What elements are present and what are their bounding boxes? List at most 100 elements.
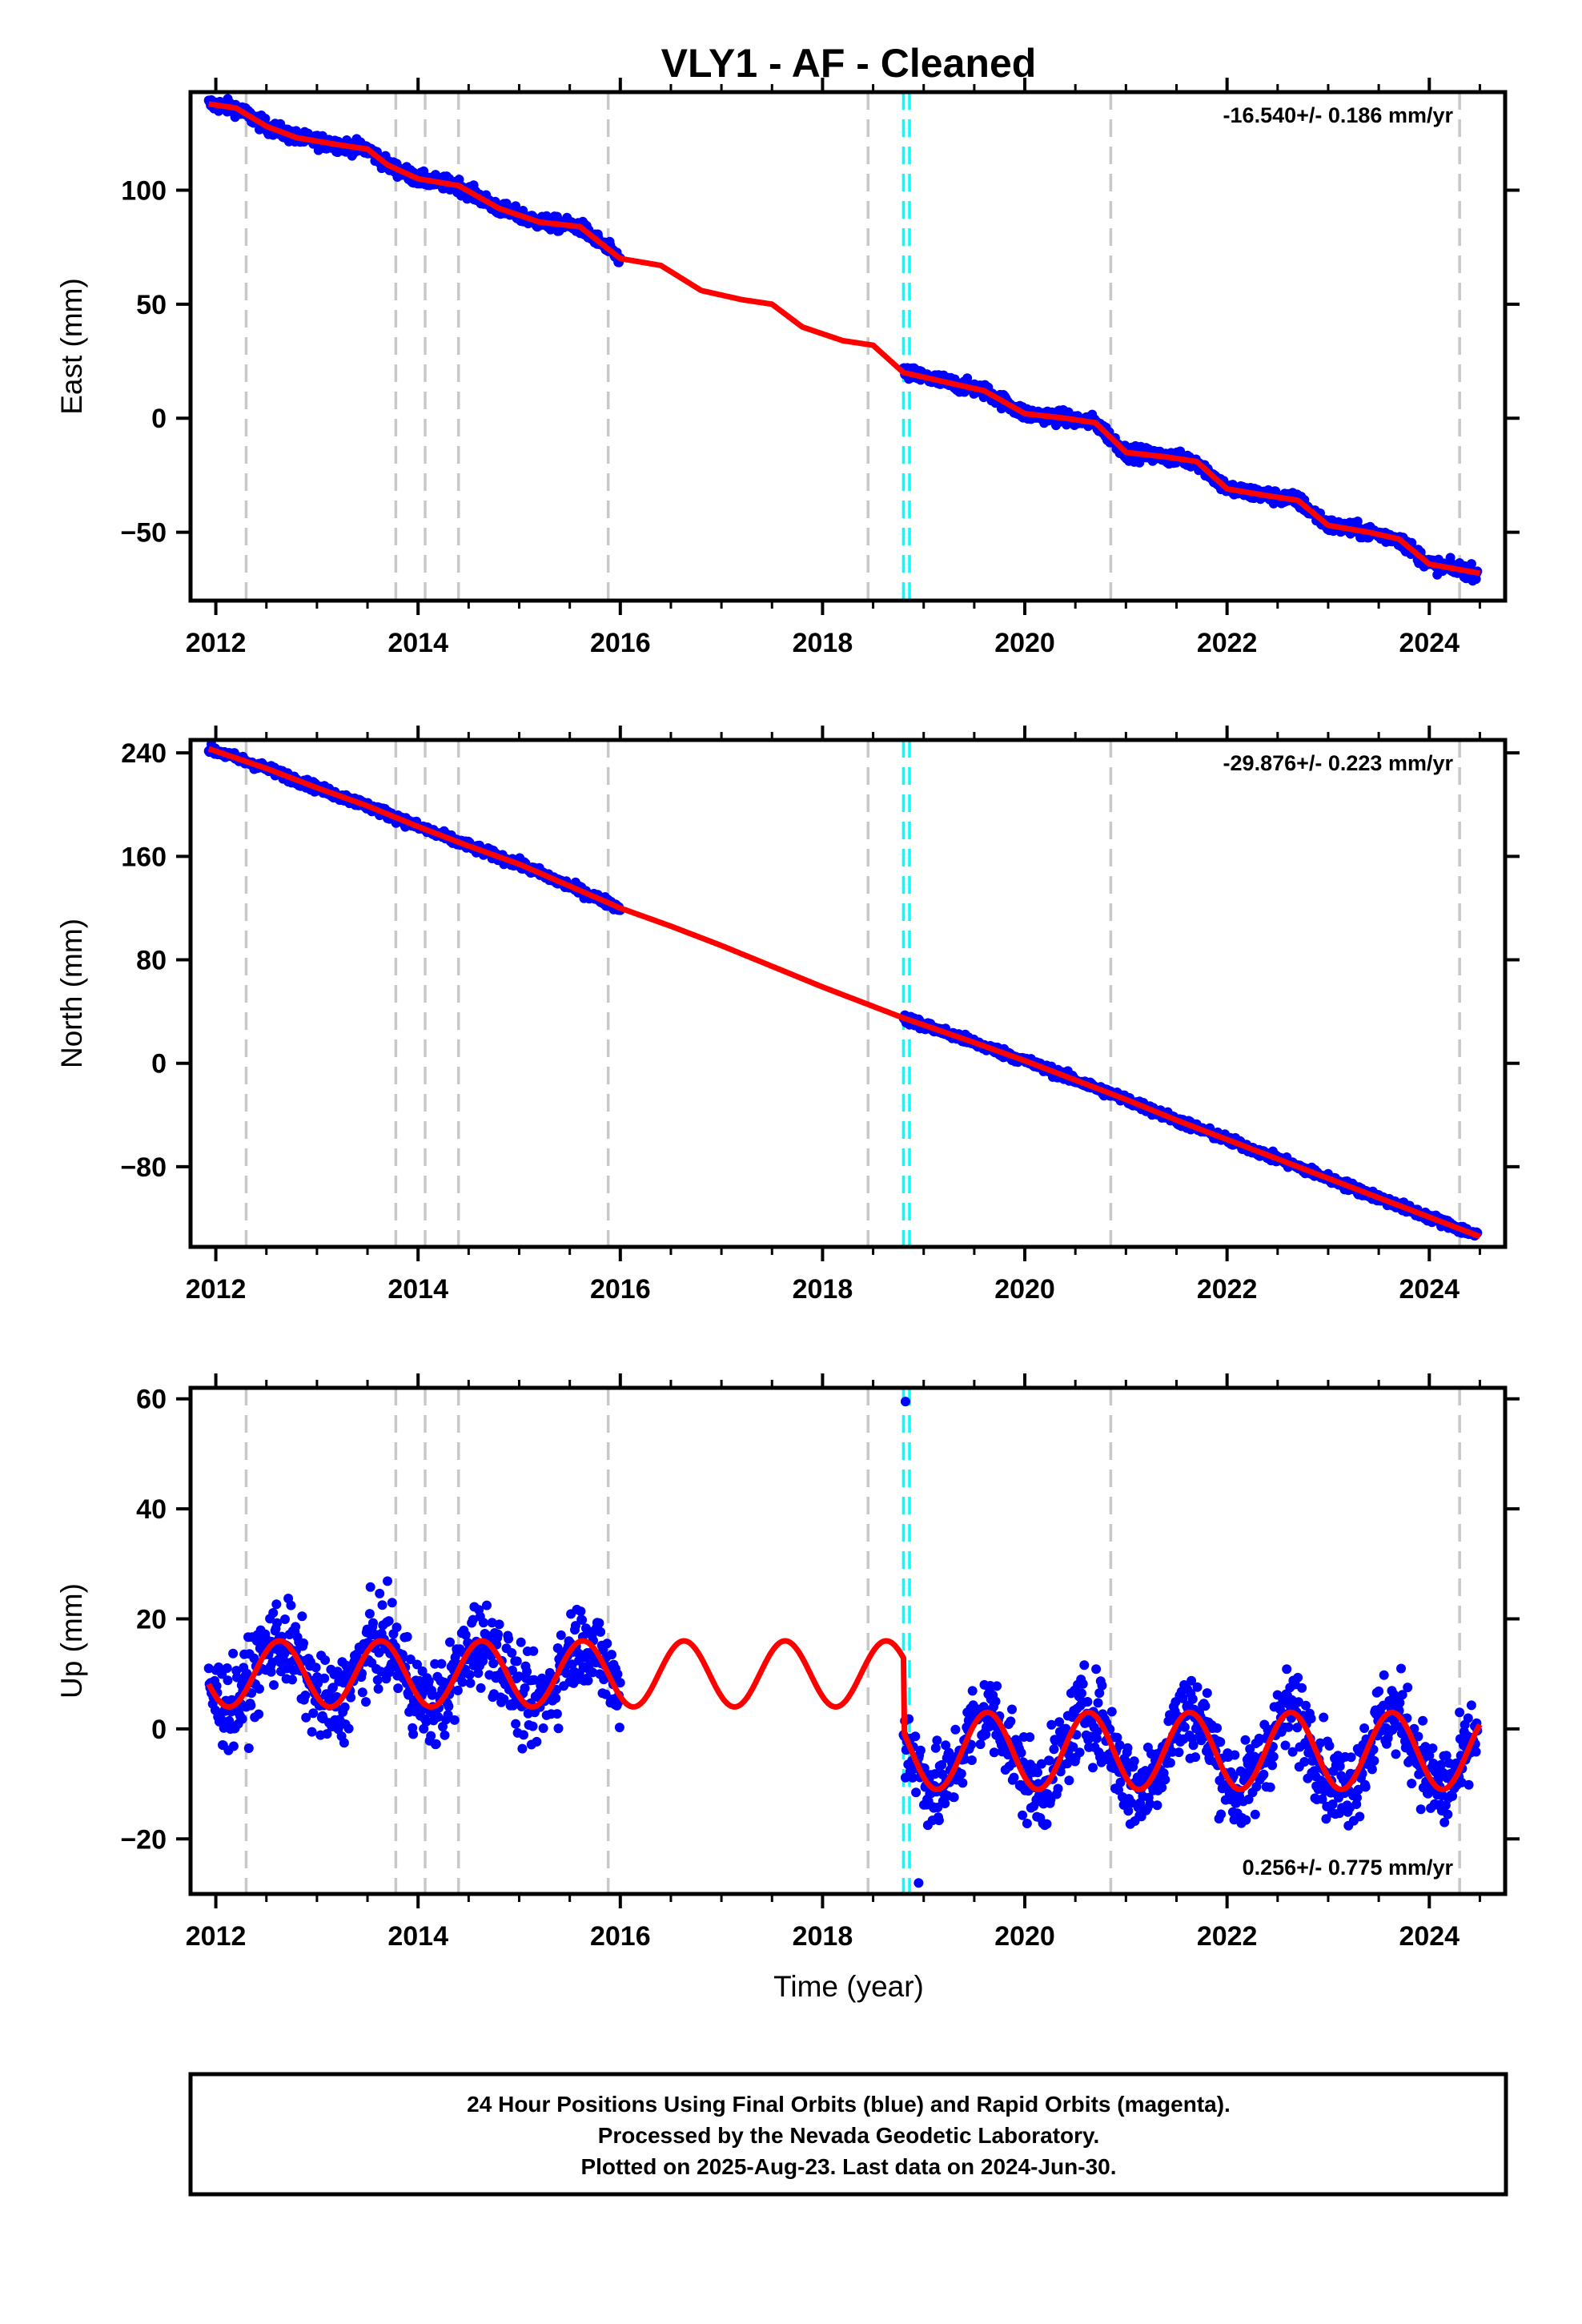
data-point (377, 1600, 387, 1610)
data-point (1369, 1755, 1379, 1766)
data-point (516, 1637, 526, 1647)
data-point (1064, 1775, 1074, 1786)
data-point (1097, 1680, 1107, 1691)
data-point (476, 1683, 486, 1693)
data-point (361, 1697, 371, 1707)
data-point (1407, 1779, 1417, 1789)
data-point (357, 1687, 367, 1698)
data-point (1359, 1723, 1370, 1733)
data-point (383, 1616, 394, 1626)
data-point (975, 1739, 986, 1750)
data-point (1091, 1664, 1102, 1675)
data-point (958, 1778, 968, 1788)
data-point (612, 1669, 623, 1679)
data-point (444, 1701, 454, 1711)
data-point (538, 1723, 548, 1733)
data-point (1212, 1723, 1223, 1733)
data-point (426, 1731, 436, 1741)
data-point (517, 1743, 528, 1754)
model-line (207, 101, 1482, 577)
data-point (1200, 1701, 1211, 1711)
data-point (436, 1659, 447, 1669)
x-tick-label: 2020 (994, 1274, 1055, 1305)
data-point (1165, 1758, 1175, 1768)
data-point (519, 1730, 528, 1740)
data-point (1346, 1752, 1356, 1763)
data-point (424, 1676, 434, 1687)
data-point (431, 1739, 441, 1749)
data-point (449, 1715, 460, 1725)
data-point (223, 1675, 233, 1686)
data-point (269, 1680, 279, 1691)
data-point (373, 1683, 383, 1694)
data-point (1415, 1804, 1426, 1815)
data-point (1280, 1740, 1291, 1751)
data-point (1215, 1737, 1226, 1747)
data-point (932, 1735, 942, 1746)
data-point (254, 1709, 264, 1719)
data-point (1319, 1712, 1329, 1723)
data-point (383, 1576, 392, 1586)
data-point (391, 1622, 402, 1633)
data-point (992, 1681, 1002, 1691)
x-tick-label: 2016 (590, 1921, 651, 1952)
data-point (1455, 1707, 1465, 1718)
y-axis-label: North (mm) (55, 919, 88, 1068)
data-point (1077, 1688, 1086, 1699)
x-tick-label: 2014 (387, 1921, 448, 1952)
data-point (1268, 1751, 1279, 1762)
data-point (1466, 559, 1476, 569)
data-point (375, 1588, 385, 1598)
data-point (339, 1738, 349, 1748)
y-tick-label: 0 (151, 1715, 167, 1745)
data-point (440, 1730, 450, 1740)
data-point (504, 1634, 514, 1644)
data-point (950, 1724, 961, 1735)
data-point (266, 1667, 276, 1677)
x-tick-label: 2018 (793, 1274, 853, 1305)
data-point (1265, 1782, 1275, 1792)
data-point (967, 1686, 978, 1696)
data-point (1355, 1811, 1365, 1822)
data-point (1191, 1752, 1201, 1763)
y-tick-label: 240 (121, 738, 167, 769)
data-point (402, 1631, 412, 1642)
data-point (246, 1700, 256, 1711)
data-point (1283, 1722, 1294, 1732)
data-point (1464, 1779, 1474, 1790)
data-point (408, 1729, 419, 1739)
x-tick-label: 2016 (590, 628, 651, 658)
data-point (577, 1614, 588, 1625)
x-tick-label: 2012 (186, 1274, 247, 1305)
data-point (1053, 1783, 1063, 1794)
x-tick-label: 2012 (186, 1921, 247, 1952)
x-tick-label: 2020 (994, 628, 1055, 658)
data-point (228, 1741, 239, 1751)
data-point (478, 1618, 488, 1628)
y-tick-label: 80 (136, 946, 167, 976)
data-point (1403, 1683, 1413, 1693)
data-point (445, 1637, 455, 1647)
data-point (1106, 1707, 1117, 1717)
data-point (1152, 1800, 1162, 1811)
data-point (268, 1608, 279, 1618)
data-point (364, 1609, 375, 1619)
data-point (553, 1723, 564, 1734)
data-point (494, 1619, 504, 1630)
data-point (607, 1650, 616, 1660)
y-tick-label: 0 (151, 404, 167, 434)
data-point (1093, 1698, 1103, 1708)
data-point (1352, 1792, 1362, 1803)
data-point (488, 1659, 499, 1669)
velocity-rate-label: 0.256+/- 0.775 mm/yr (1243, 1856, 1454, 1880)
data-point (1216, 1809, 1227, 1819)
data-point (1306, 1714, 1316, 1723)
data-point (934, 1815, 944, 1826)
data-point (1033, 1767, 1042, 1778)
figure-title: VLY1 - AF - Cleaned (661, 41, 1037, 86)
data-point (307, 1727, 317, 1737)
data-point (320, 1655, 331, 1665)
data-point (271, 1599, 282, 1610)
data-point (990, 1696, 1001, 1707)
